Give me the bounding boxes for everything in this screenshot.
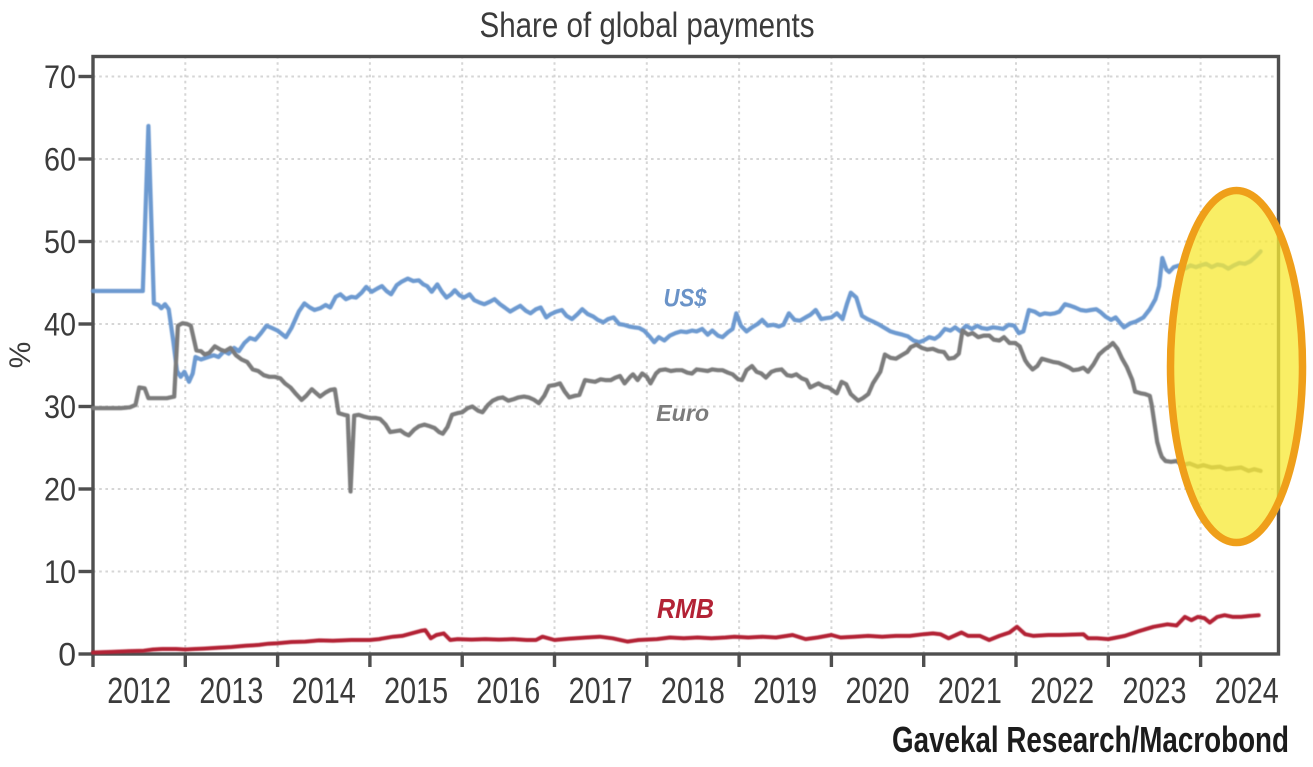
svg-text:US$: US$ <box>664 285 708 313</box>
svg-text:Euro: Euro <box>656 400 709 426</box>
svg-text:2014: 2014 <box>292 670 356 711</box>
svg-text:Gavekal Research/Macrobond: Gavekal Research/Macrobond <box>892 719 1289 760</box>
svg-text:70: 70 <box>44 59 76 95</box>
svg-text:20: 20 <box>44 472 76 508</box>
svg-text:RMB: RMB <box>657 593 714 624</box>
svg-text:2020: 2020 <box>846 670 910 711</box>
svg-text:60: 60 <box>44 142 76 178</box>
svg-text:40: 40 <box>44 307 76 343</box>
svg-text:10: 10 <box>44 554 76 590</box>
svg-text:2012: 2012 <box>107 670 171 711</box>
svg-text:50: 50 <box>44 224 76 260</box>
svg-text:2022: 2022 <box>1030 670 1094 711</box>
svg-text:2016: 2016 <box>476 670 540 711</box>
svg-text:0: 0 <box>58 637 76 673</box>
svg-text:2018: 2018 <box>661 670 725 711</box>
svg-text:2023: 2023 <box>1123 670 1187 711</box>
svg-text:2017: 2017 <box>569 670 633 711</box>
svg-text:2015: 2015 <box>384 670 448 711</box>
svg-text:%: % <box>4 342 37 369</box>
svg-text:2021: 2021 <box>938 670 1002 711</box>
svg-text:2024: 2024 <box>1215 670 1279 711</box>
svg-text:2019: 2019 <box>753 670 817 711</box>
svg-text:30: 30 <box>44 389 76 425</box>
svg-text:2013: 2013 <box>199 670 263 711</box>
svg-text:Share of global payments: Share of global payments <box>480 6 815 45</box>
